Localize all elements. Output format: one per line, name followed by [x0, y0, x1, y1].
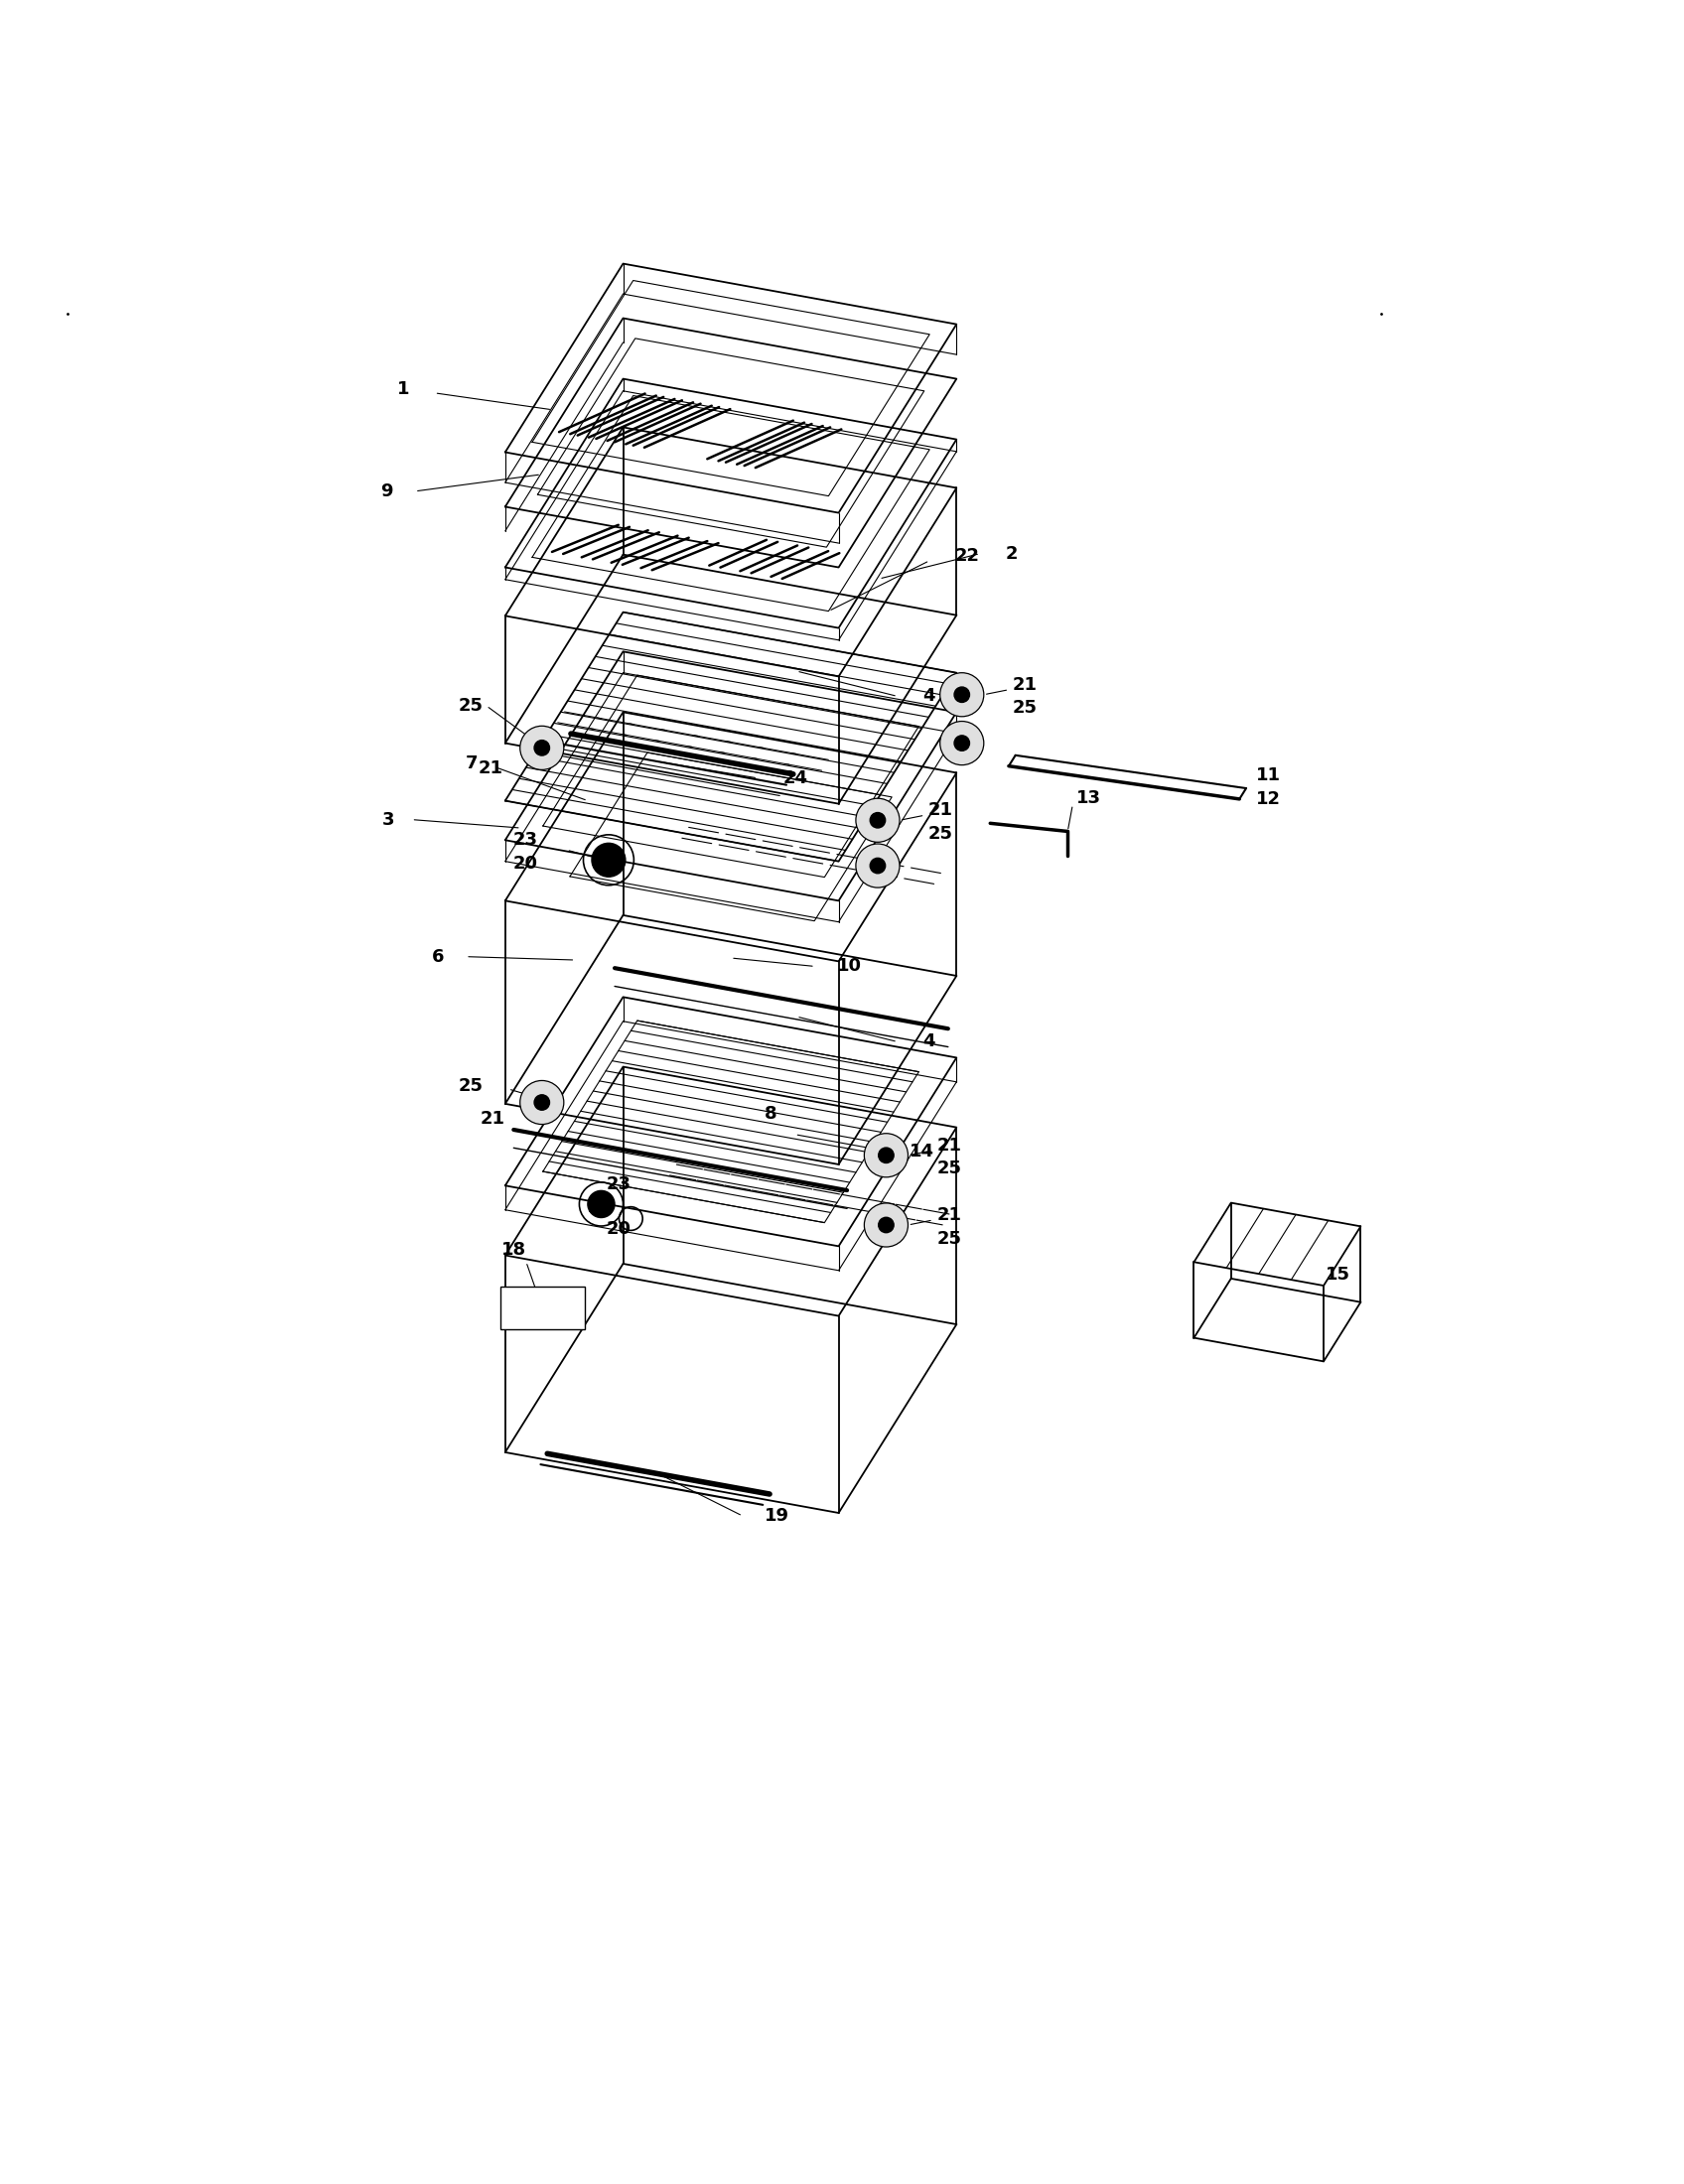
- Text: 25: 25: [936, 1230, 962, 1247]
- Text: 11: 11: [1256, 767, 1282, 784]
- Text: 21: 21: [928, 802, 953, 819]
- Circle shape: [864, 1133, 908, 1177]
- Text: 7: 7: [466, 756, 478, 773]
- Circle shape: [871, 858, 886, 874]
- Circle shape: [871, 812, 886, 828]
- Text: 25: 25: [928, 826, 953, 843]
- FancyBboxPatch shape: [500, 1286, 584, 1330]
- Text: 21: 21: [478, 760, 504, 778]
- Circle shape: [940, 673, 983, 716]
- Text: 19: 19: [765, 1507, 790, 1524]
- Text: 21: 21: [1012, 675, 1037, 695]
- Circle shape: [955, 688, 970, 703]
- Circle shape: [855, 843, 899, 887]
- Text: 21: 21: [936, 1206, 962, 1223]
- Text: 21: 21: [480, 1109, 505, 1129]
- Text: 25: 25: [936, 1160, 962, 1177]
- Circle shape: [864, 1203, 908, 1247]
- Circle shape: [879, 1216, 894, 1232]
- Text: 9: 9: [381, 483, 392, 500]
- Text: 2: 2: [1005, 544, 1017, 563]
- Text: 15: 15: [1325, 1265, 1351, 1284]
- Text: 3: 3: [382, 810, 394, 828]
- Circle shape: [955, 736, 970, 751]
- Text: 21: 21: [936, 1136, 962, 1153]
- Text: 4: 4: [923, 1033, 935, 1051]
- Circle shape: [940, 721, 983, 764]
- Text: 4: 4: [923, 688, 935, 705]
- Text: 23: 23: [606, 1175, 632, 1192]
- Circle shape: [534, 740, 549, 756]
- Text: 8: 8: [765, 1105, 776, 1123]
- Text: 20: 20: [514, 854, 537, 871]
- Circle shape: [855, 799, 899, 843]
- Text: 12: 12: [1256, 791, 1282, 808]
- Text: 20: 20: [606, 1221, 632, 1238]
- Circle shape: [520, 725, 564, 769]
- Text: 21: 21: [588, 1199, 613, 1216]
- Text: 25: 25: [458, 697, 483, 714]
- Text: 18: 18: [502, 1241, 525, 1258]
- Circle shape: [520, 1081, 564, 1125]
- Circle shape: [591, 843, 625, 876]
- Circle shape: [534, 1094, 549, 1109]
- Text: 25: 25: [458, 1077, 483, 1094]
- Text: 23: 23: [514, 830, 537, 850]
- Text: 6: 6: [431, 948, 445, 965]
- Circle shape: [879, 1147, 894, 1162]
- Text: 24: 24: [783, 769, 808, 786]
- Text: 13: 13: [1076, 788, 1101, 806]
- Text: 22: 22: [955, 546, 980, 563]
- Circle shape: [588, 1190, 615, 1219]
- Text: 25: 25: [1012, 699, 1037, 716]
- Text: 10: 10: [837, 957, 862, 976]
- Text: 14: 14: [909, 1142, 935, 1160]
- Text: 1: 1: [397, 380, 409, 397]
